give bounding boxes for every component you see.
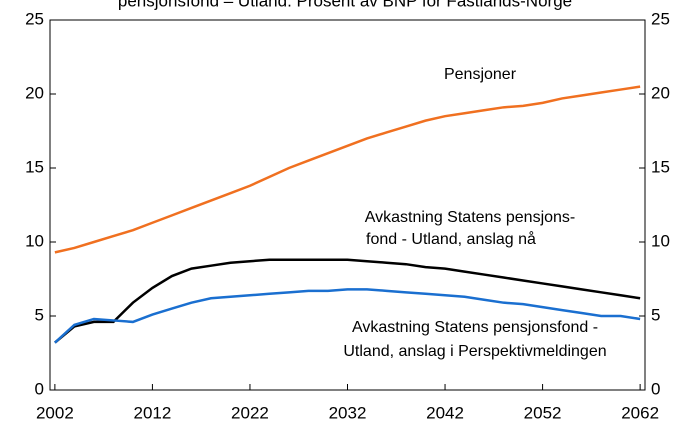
series-label: fond - Utland, anslag nå bbox=[366, 230, 536, 248]
x-tick-label: 2052 bbox=[524, 403, 562, 422]
x-tick-label: 2012 bbox=[134, 403, 172, 422]
series-label: Avkastning Statens pensjonsfond - bbox=[352, 319, 598, 336]
series-label: Utland, anslag i Perspektivmeldingen bbox=[343, 343, 606, 360]
x-tick-label: 2002 bbox=[36, 403, 74, 422]
x-tick-label: 2042 bbox=[426, 403, 464, 422]
x-tick-label: 2062 bbox=[621, 403, 659, 422]
y2-tick-label: 5 bbox=[651, 305, 660, 324]
chart-title: pensjonsfond – Utland. Prosent av BNP fo… bbox=[118, 0, 572, 10]
x-tick-label: 2032 bbox=[329, 403, 367, 422]
y-tick-label: 0 bbox=[35, 379, 44, 398]
y-tick-label: 15 bbox=[25, 157, 44, 176]
y2-tick-label: 20 bbox=[651, 83, 670, 102]
y-tick-label: 5 bbox=[35, 305, 44, 324]
y-tick-label: 25 bbox=[25, 9, 44, 28]
y2-tick-label: 15 bbox=[651, 157, 670, 176]
series-label: Avkastning Statens pensjons- bbox=[365, 209, 576, 226]
series-line bbox=[54, 288, 641, 344]
y2-tick-label: 0 bbox=[651, 379, 660, 398]
x-tick-label: 2022 bbox=[231, 403, 269, 422]
y-tick-label: 10 bbox=[25, 231, 44, 250]
y2-tick-label: 10 bbox=[651, 231, 670, 250]
series-line bbox=[54, 85, 641, 254]
series-line bbox=[54, 258, 641, 344]
series-label: Pensjoner bbox=[444, 66, 517, 83]
y-tick-label: 20 bbox=[25, 83, 44, 102]
y2-tick-label: 25 bbox=[651, 9, 670, 28]
